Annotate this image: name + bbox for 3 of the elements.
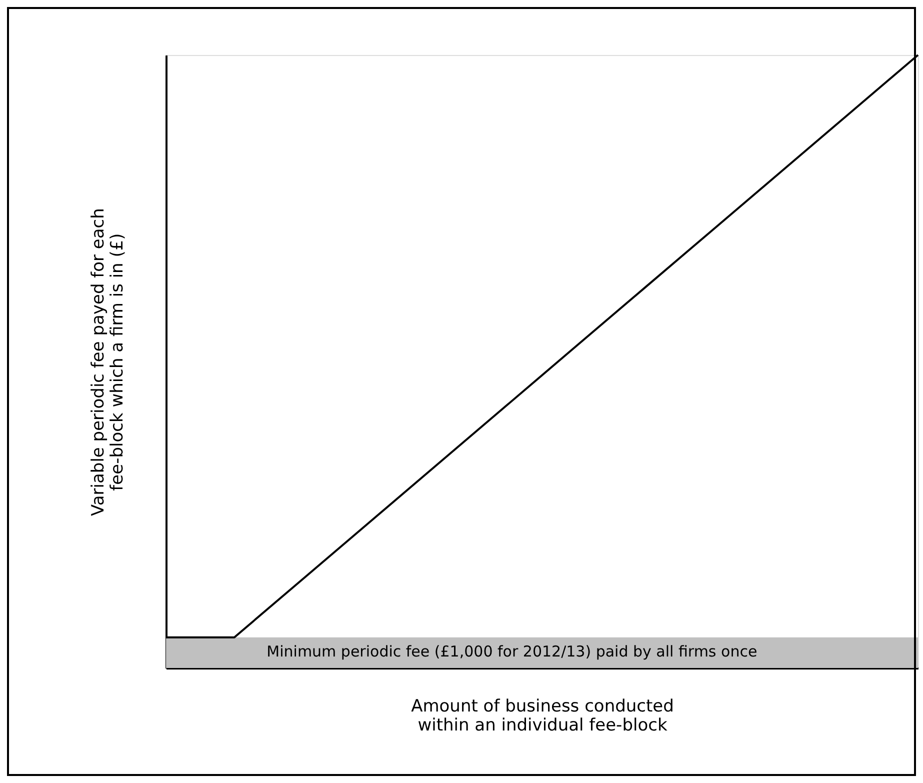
y-axis-title: Variable periodic fee payed for each fee-block which a firm is in (£) — [88, 208, 128, 516]
band-label: Minimum periodic fee (£1,000 for 2012/13) paid by all firms once — [266, 642, 758, 660]
x-axis-title: Amount of business conducted within an individual fee-block — [411, 696, 674, 736]
